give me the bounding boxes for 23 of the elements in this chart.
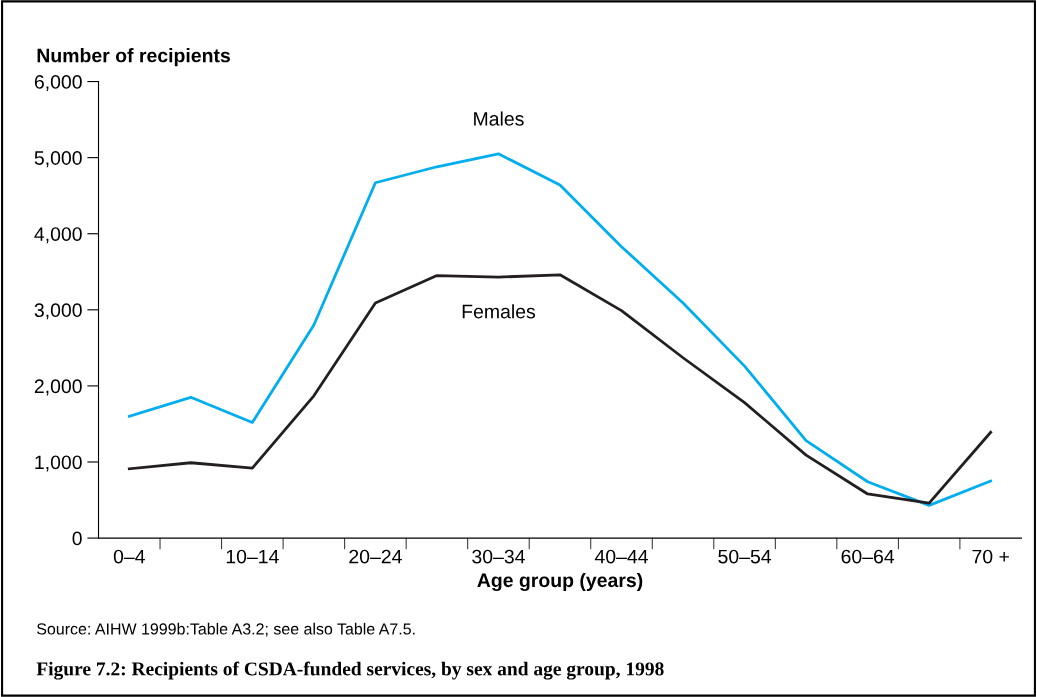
y-axis-title: Number of recipients xyxy=(37,48,230,67)
y-tick-label: 5,000 xyxy=(34,151,82,168)
x-tick-label: 10–14 xyxy=(226,549,279,564)
x-tick-label: 30–34 xyxy=(472,549,525,564)
y-tick-label: 1,000 xyxy=(35,455,82,472)
line-series xyxy=(127,152,993,507)
x-tick-label: 50–54 xyxy=(718,549,772,564)
y-tick-label: 3,000 xyxy=(34,303,82,320)
y-tick-label: 2,000 xyxy=(34,379,82,396)
series-label: Females xyxy=(462,304,536,319)
x-tick-label: 0–4 xyxy=(113,549,145,564)
y-tick-label: 0 xyxy=(72,531,82,546)
y-tick-label: 4,000 xyxy=(34,227,82,244)
x-tick-label: 70 + xyxy=(972,549,1009,564)
x-tick-label: 40–44 xyxy=(594,549,648,564)
text: Figure 7.2: Recipients of CSDA-funded services, by sex and age group, 1998 xyxy=(36,661,664,680)
x-tick-label: 20–24 xyxy=(349,549,402,564)
source-note: Source: AIHW 1999b:Table A3.2; see also Table A7.5. xyxy=(37,622,415,637)
x-tick-label: 60–64 xyxy=(841,549,895,564)
line-series xyxy=(127,273,993,505)
y-tick-label: 6,000 xyxy=(34,75,82,92)
x-axis-title: Age group (years) xyxy=(477,572,643,592)
series-label: Males xyxy=(474,111,524,126)
